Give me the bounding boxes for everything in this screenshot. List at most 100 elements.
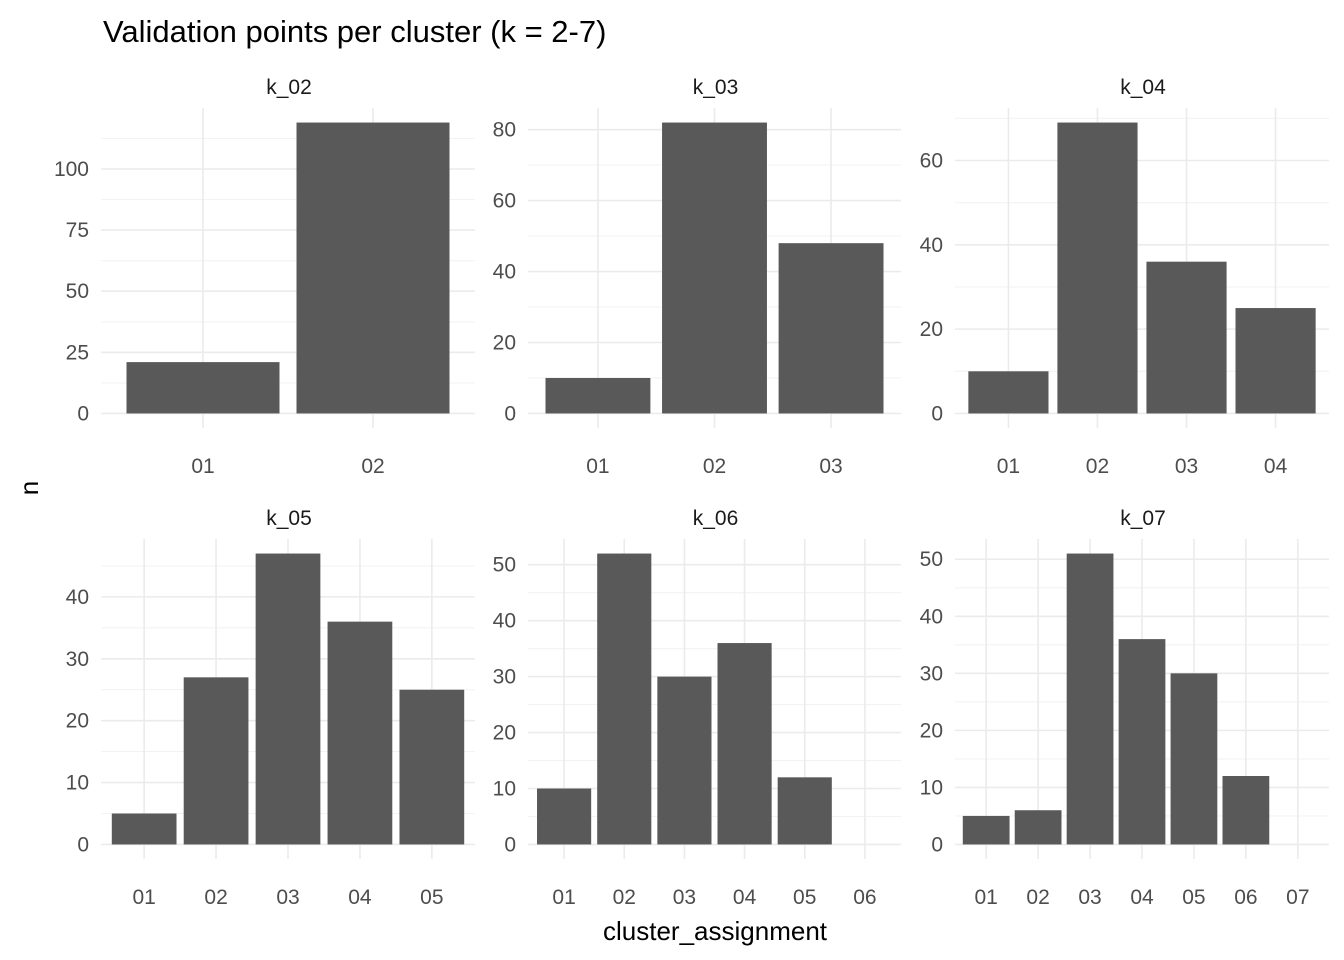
x-tick-label: 04: [733, 886, 757, 909]
y-tick-label: 10: [493, 778, 516, 801]
bar-k_04-03: [1146, 261, 1227, 414]
x-tick-label: 04: [1264, 455, 1288, 478]
bar-k_06-02: [597, 553, 652, 845]
x-tick-label: 02: [204, 886, 227, 909]
bar-k_03-03: [778, 243, 884, 414]
bar-k_07-03: [1066, 553, 1114, 845]
x-tick-label: 04: [348, 886, 372, 909]
bar-k_07-06: [1222, 776, 1270, 845]
bar-k_02-01: [126, 362, 280, 414]
x-tick-label: 02: [1026, 886, 1049, 909]
bar-k_05-01: [111, 813, 177, 845]
y-tick-label: 40: [920, 605, 943, 628]
bar-k_06-05: [777, 777, 832, 845]
bar-k_06-01: [537, 788, 592, 845]
y-tick-label: 80: [493, 119, 516, 142]
facet-label: k_05: [266, 507, 312, 530]
y-axis-title: n: [14, 481, 44, 495]
panel-k_03: 0 20 40 60 80 01 02 03 k_03: [493, 76, 901, 478]
bar-k_05-02: [183, 677, 249, 845]
y-tick-label: 40: [66, 586, 89, 609]
bar-k_07-02: [1014, 810, 1062, 845]
y-tick-label: 60: [493, 190, 516, 213]
y-tick-label: 0: [504, 402, 516, 425]
x-tick-label: 01: [191, 455, 214, 478]
bar-k_07-05: [1170, 673, 1218, 845]
x-tick-label: 02: [1086, 455, 1109, 478]
panel-k_05: 0 10 20 30 40 01 02 03 04 05 k_05: [66, 507, 475, 909]
facet-label: k_06: [693, 507, 739, 530]
bar-k_04-04: [1235, 308, 1316, 414]
x-tick-label: 06: [853, 886, 876, 909]
y-tick-label: 60: [920, 149, 943, 172]
bar-k_04-02: [1057, 122, 1138, 414]
y-tick-label: 0: [931, 402, 943, 425]
y-tick-label: 50: [920, 548, 943, 571]
y-tick-label: 20: [66, 710, 89, 733]
bar-k_05-04: [327, 621, 393, 845]
facet-label: k_03: [693, 76, 739, 99]
bar-k_02-02: [296, 122, 450, 414]
y-tick-label: 25: [66, 341, 89, 364]
y-tick-label: 30: [493, 666, 516, 689]
y-tick-label: 20: [493, 722, 516, 745]
y-tick-label: 40: [493, 261, 516, 284]
x-tick-label: 02: [361, 455, 384, 478]
bar-k_06-04: [717, 643, 772, 845]
y-tick-label: 10: [920, 776, 943, 799]
x-tick-label: 04: [1130, 886, 1154, 909]
panel-k_02: 0 25 50 75 100 01 02 k_02: [54, 76, 475, 478]
x-tick-label: 05: [793, 886, 816, 909]
x-tick-label: 05: [1182, 886, 1205, 909]
bar-k_04-01: [968, 371, 1049, 414]
x-tick-label: 03: [819, 455, 842, 478]
y-tick-label: 20: [920, 318, 943, 341]
x-tick-label: 03: [1175, 455, 1198, 478]
y-tick-label: 30: [920, 662, 943, 685]
x-tick-label: 01: [552, 886, 575, 909]
y-tick-label: 0: [77, 402, 89, 425]
x-tick-label: 05: [420, 886, 443, 909]
x-tick-label: 03: [276, 886, 299, 909]
y-tick-label: 0: [77, 833, 89, 856]
x-tick-label: 01: [132, 886, 155, 909]
y-tick-label: 20: [493, 332, 516, 355]
y-tick-label: 100: [54, 158, 89, 181]
x-tick-label: 02: [703, 455, 726, 478]
panel-k_06: 0 10 20 30 40 50 01 02 03 04 05 06 k_06: [493, 507, 901, 909]
y-tick-label: 75: [66, 219, 89, 242]
x-axis-title: cluster_assignment: [603, 916, 828, 946]
bar-k_05-05: [399, 689, 465, 845]
y-tick-label: 30: [66, 648, 89, 671]
y-tick-label: 20: [920, 719, 943, 742]
bar-k_07-01: [962, 815, 1010, 845]
bar-k_07-04: [1118, 639, 1166, 845]
bar-k_03-01: [545, 377, 651, 414]
bar-k_05-03: [255, 553, 321, 845]
y-tick-label: 10: [66, 772, 89, 795]
y-tick-label: 0: [504, 833, 516, 856]
y-tick-label: 40: [920, 234, 943, 257]
x-tick-label: 01: [586, 455, 609, 478]
x-tick-label: 03: [673, 886, 696, 909]
y-tick-label: 50: [66, 280, 89, 303]
panel-k_07: 0 10 20 30 40 50 01 02 03 04 05 06 07 k_07: [920, 507, 1329, 909]
y-tick-label: 0: [931, 833, 943, 856]
chart-title: Validation points per cluster (k = 2-7): [103, 14, 606, 49]
bar-k_06-03: [657, 676, 712, 845]
facet-label: k_02: [266, 76, 312, 99]
x-tick-label: 01: [974, 886, 997, 909]
x-tick-label: 03: [1078, 886, 1101, 909]
bar-k_03-02: [662, 122, 767, 414]
x-tick-label: 06: [1234, 886, 1257, 909]
x-tick-label: 07: [1286, 886, 1309, 909]
x-tick-label: 02: [613, 886, 636, 909]
y-tick-label: 40: [493, 610, 516, 633]
facet-label: k_07: [1120, 507, 1166, 530]
facet-label: k_04: [1120, 76, 1166, 99]
y-tick-label: 50: [493, 554, 516, 577]
panel-k_04: 0 20 40 60 01 02 03 04 k_04: [920, 76, 1329, 478]
x-tick-label: 01: [997, 455, 1020, 478]
